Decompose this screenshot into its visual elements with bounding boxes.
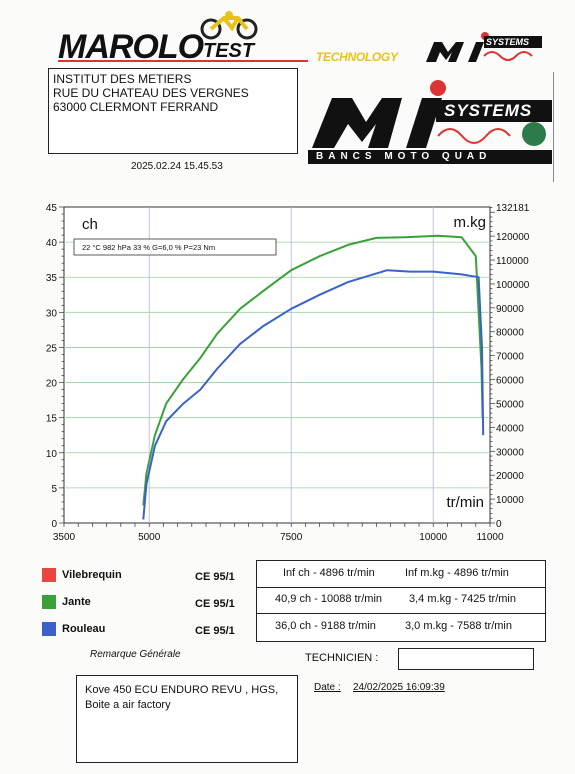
test-timestamp: 2025.02.24 15.45.53 bbox=[131, 161, 223, 172]
legend-label: Jante bbox=[62, 596, 91, 608]
brand-main: MAROLO bbox=[58, 28, 204, 66]
y-tick-label: 15 bbox=[46, 414, 58, 425]
conditions-box bbox=[73, 238, 277, 256]
result-torque: 3,4 m.kg - 7425 tr/min bbox=[409, 593, 516, 605]
y2-tick-label: 10000 bbox=[496, 495, 524, 506]
partner-technology-text: TECHNOLOGY bbox=[316, 50, 398, 64]
y2-tick-label: 80000 bbox=[496, 328, 524, 339]
y2-tick-label: 132181 bbox=[496, 203, 530, 214]
address-line-1: INSTITUT DES METIERS bbox=[53, 72, 192, 86]
results-row: Inf ch - 4896 tr/min Inf m.kg - 4896 tr/… bbox=[257, 561, 545, 588]
partner-logo-text-small: SYSTEMS bbox=[486, 37, 530, 47]
y2-tick-label: 70000 bbox=[496, 352, 524, 363]
y-tick-label: 25 bbox=[46, 343, 58, 354]
x-tick-label: 10000 bbox=[419, 532, 447, 543]
y2-tick-label: 0 bbox=[496, 519, 502, 530]
mi-systems-logo: SYSTEMS BANCS MOTO QUAD bbox=[308, 78, 556, 164]
legend-swatch bbox=[42, 568, 56, 582]
results-row: 40,9 ch - 10088 tr/min 3,4 m.kg - 7425 t… bbox=[257, 587, 545, 614]
y2-tick-label: 60000 bbox=[496, 376, 524, 387]
y-tick-label: 40 bbox=[46, 238, 58, 249]
bench-text: BANCS MOTO QUAD bbox=[316, 151, 492, 162]
x-axis-label: tr/min bbox=[447, 494, 485, 511]
result-torque: 3,0 m.kg - 7588 tr/min bbox=[405, 620, 512, 632]
y-tick-label: 30 bbox=[46, 308, 58, 319]
remark-title: Remarque Générale bbox=[90, 649, 181, 660]
y2-tick-label: 110000 bbox=[496, 256, 529, 267]
plot-area bbox=[63, 206, 491, 524]
y-tick-label: 5 bbox=[51, 484, 57, 495]
legend-norm: CE 95/1 bbox=[195, 571, 235, 583]
y-tick-label: 35 bbox=[46, 273, 58, 284]
date-value: 24/02/2025 16:09:39 bbox=[353, 682, 445, 693]
remark-line-2: Boite a air factory bbox=[85, 699, 171, 711]
conditions-text: 22 °C 982 hPa 33 % G=6,0 % P=23 Nm bbox=[82, 243, 215, 252]
remark-line-1: Kove 450 ECU ENDURO REVU , HGS, bbox=[85, 684, 279, 696]
y2-tick-label: 40000 bbox=[496, 423, 524, 434]
result-power: 36,0 ch - 9188 tr/min bbox=[275, 620, 376, 632]
series-line-jante bbox=[142, 234, 484, 506]
y2-tick-label: 120000 bbox=[496, 232, 530, 243]
results-table: Inf ch - 4896 tr/min Inf m.kg - 4896 tr/… bbox=[256, 560, 546, 642]
motorcycle-icon bbox=[200, 11, 258, 40]
legend-label: Rouleau bbox=[62, 623, 106, 635]
date-label: Date : bbox=[314, 682, 341, 693]
result-power: 40,9 ch - 10088 tr/min bbox=[275, 593, 383, 605]
y-tick-label: 45 bbox=[46, 203, 58, 214]
results-row: 36,0 ch - 9188 tr/min 3,0 m.kg - 7588 tr… bbox=[257, 614, 545, 640]
brand-sub: TEST bbox=[203, 40, 255, 62]
remark-box: Kove 450 ECU ENDURO REVU , HGS, Boite a … bbox=[76, 675, 298, 763]
address-line-2: RUE DU CHATEAU DES VERGNES bbox=[53, 86, 249, 100]
brand-underline bbox=[58, 60, 308, 62]
technicien-label: TECHNICIEN : bbox=[305, 652, 379, 664]
x-tick-label: 7500 bbox=[280, 532, 303, 543]
y2-tick-label: 30000 bbox=[496, 447, 524, 458]
y-axis-label: ch bbox=[82, 216, 98, 233]
address-box: INSTITUT DES METIERS RUE DU CHATEAU DES … bbox=[48, 68, 298, 154]
technicien-field[interactable] bbox=[398, 648, 534, 670]
result-torque: Inf m.kg - 4896 tr/min bbox=[405, 567, 509, 579]
y-tick-label: 10 bbox=[46, 449, 58, 460]
y-tick-label: 0 bbox=[51, 519, 57, 530]
legend-norm: CE 95/1 bbox=[195, 625, 235, 637]
power-curve-chart: 0 5 10 15 20 25 30 35 40 45 0 10000 20000 30000 40000 5… bbox=[46, 203, 530, 543]
legend-swatch bbox=[42, 595, 56, 609]
series-line-rouleau bbox=[142, 269, 485, 520]
result-power: Inf ch - 4896 tr/min bbox=[283, 567, 375, 579]
y-tick-label: 20 bbox=[46, 379, 58, 390]
x-tick-label: 11000 bbox=[476, 532, 504, 543]
marolo-logo: MAROLO TEST bbox=[0, 0, 320, 70]
y2-tick-label: 100000 bbox=[496, 280, 530, 291]
x-tick-label: 5000 bbox=[138, 532, 161, 543]
mi-systems-small-logo: SYSTEMS bbox=[420, 30, 550, 70]
y2-axis-label: m.kg bbox=[453, 214, 486, 231]
mi-systems-logo-text: SYSTEMS bbox=[444, 101, 533, 120]
y2-tick-label: 20000 bbox=[496, 471, 524, 482]
y2-tick-label: 50000 bbox=[496, 399, 524, 410]
dyno-chart: 0 5 10 15 20 25 30 35 40 45 0 10000 20000 30000 40000 5… bbox=[0, 195, 575, 555]
legend-norm: CE 95/1 bbox=[195, 598, 235, 610]
legend-swatch bbox=[42, 622, 56, 636]
y2-tick-label: 90000 bbox=[496, 304, 524, 315]
legend-label: Vilebrequin bbox=[62, 569, 122, 581]
x-tick-label: 3500 bbox=[53, 532, 76, 543]
address-line-3: 63000 CLERMONT FERRAND bbox=[53, 100, 219, 114]
logo-frame-line bbox=[553, 72, 554, 182]
